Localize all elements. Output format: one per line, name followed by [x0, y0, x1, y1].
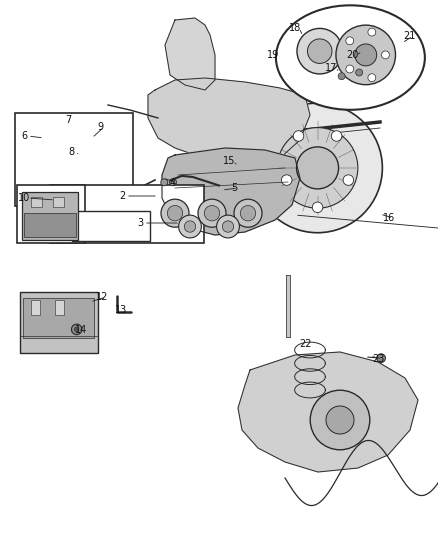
Text: 6: 6: [21, 131, 27, 141]
Text: 7: 7: [65, 115, 71, 125]
Circle shape: [293, 131, 304, 141]
Circle shape: [277, 127, 358, 208]
Circle shape: [310, 390, 370, 450]
Text: 23: 23: [372, 354, 384, 364]
Text: 18: 18: [289, 23, 301, 33]
Circle shape: [368, 28, 376, 36]
Bar: [23, 298, 94, 338]
Circle shape: [217, 215, 240, 238]
Text: 5: 5: [231, 183, 237, 193]
Text: 21: 21: [403, 31, 415, 41]
Text: 10: 10: [18, 193, 30, 203]
Text: 16: 16: [383, 213, 395, 223]
Circle shape: [198, 199, 226, 227]
Circle shape: [346, 65, 354, 73]
Circle shape: [240, 206, 256, 221]
Text: 8: 8: [68, 147, 74, 157]
Bar: [72, 211, 150, 241]
Bar: [20, 292, 98, 353]
Text: 20: 20: [346, 50, 358, 60]
Bar: [31, 197, 42, 207]
Bar: [55, 300, 64, 315]
Text: 2: 2: [119, 191, 125, 201]
Bar: [15, 113, 133, 206]
Circle shape: [368, 74, 376, 82]
Circle shape: [161, 179, 168, 186]
Text: 15: 15: [223, 156, 235, 166]
Bar: [17, 185, 85, 243]
Text: 14: 14: [75, 325, 87, 335]
Polygon shape: [238, 352, 418, 472]
Text: 9: 9: [97, 122, 103, 132]
Circle shape: [343, 175, 353, 185]
Circle shape: [297, 147, 339, 189]
Text: 13: 13: [115, 305, 127, 315]
FancyBboxPatch shape: [21, 129, 80, 138]
Text: 12: 12: [96, 292, 108, 302]
Bar: [24, 213, 76, 238]
Text: 22: 22: [299, 339, 311, 349]
Circle shape: [234, 199, 262, 227]
Circle shape: [326, 406, 354, 434]
Circle shape: [204, 206, 220, 221]
Circle shape: [377, 354, 385, 362]
Bar: [31, 300, 40, 315]
Circle shape: [297, 28, 343, 74]
Circle shape: [167, 206, 183, 221]
Circle shape: [170, 179, 177, 186]
Circle shape: [356, 69, 363, 76]
Bar: [22, 192, 78, 240]
FancyBboxPatch shape: [21, 126, 32, 140]
Bar: [50, 185, 204, 243]
Polygon shape: [162, 148, 300, 235]
Circle shape: [253, 103, 382, 233]
Circle shape: [74, 327, 79, 332]
Bar: [53, 197, 64, 207]
Text: 4: 4: [170, 178, 176, 188]
Polygon shape: [165, 18, 215, 90]
Ellipse shape: [276, 5, 425, 110]
Circle shape: [184, 221, 196, 232]
Circle shape: [282, 175, 292, 185]
Circle shape: [336, 25, 396, 85]
Circle shape: [223, 221, 234, 232]
Text: 19: 19: [267, 50, 279, 60]
Circle shape: [331, 131, 342, 141]
Circle shape: [346, 37, 354, 45]
Circle shape: [307, 39, 332, 63]
Circle shape: [179, 215, 201, 238]
Polygon shape: [148, 78, 310, 168]
Circle shape: [312, 202, 323, 213]
Circle shape: [381, 51, 389, 59]
Circle shape: [161, 199, 189, 227]
Circle shape: [71, 324, 82, 335]
Circle shape: [355, 44, 377, 66]
Circle shape: [338, 72, 345, 80]
Text: 17: 17: [325, 63, 337, 73]
Text: 3: 3: [137, 218, 143, 228]
